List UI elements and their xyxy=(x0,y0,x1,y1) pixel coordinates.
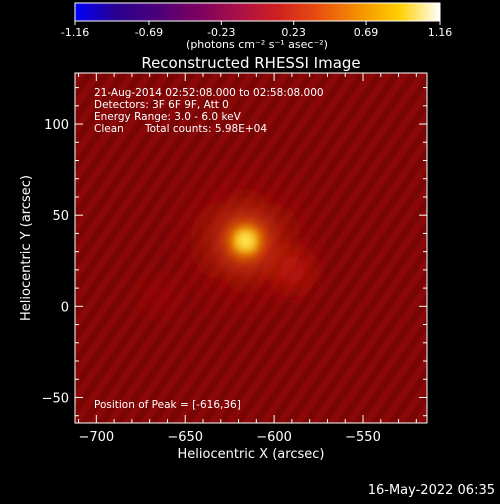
colorbar-tick-label: -1.16 xyxy=(61,26,89,39)
colorbar-tick-label: 0.69 xyxy=(354,26,379,39)
peak-position-label: Position of Peak = [-616,36] xyxy=(94,399,241,411)
colorbar-ticks: -1.16 -0.69 -0.23 0.23 0.69 1.16 xyxy=(61,21,452,39)
x-tick-label: −650 xyxy=(167,430,203,445)
colorbar xyxy=(74,2,441,22)
colorbar-unit-label: (photons cm⁻² s⁻¹ asec⁻²) xyxy=(186,38,328,51)
annotation-time-range: 21-Aug-2014 02:52:08.000 to 02:58:08.000 xyxy=(94,87,324,99)
secondary-source xyxy=(146,284,172,310)
plot-timestamp: 16-May-2022 06:35 xyxy=(368,483,495,498)
colorbar-tick-label: -0.23 xyxy=(207,26,235,39)
x-axis-ticks: −700 −650 −600 −550 xyxy=(78,73,417,445)
x-axis-label: Heliocentric X (arcsec) xyxy=(178,447,325,462)
y-tick-label: 0 xyxy=(61,300,69,315)
heatmap-image xyxy=(75,73,427,423)
secondary-source xyxy=(275,253,308,286)
y-axis-ticks: −50 0 50 100 xyxy=(42,87,427,417)
annotation-total-counts: Total counts: 5.98E+04 xyxy=(144,123,267,135)
y-axis-label: Heliocentric Y (arcsec) xyxy=(19,175,34,321)
x-tick-label: −700 xyxy=(78,430,114,445)
y-tick-label: −50 xyxy=(42,391,69,406)
annotation-algorithm: Clean xyxy=(94,123,124,135)
colorbar-tick-label: -0.69 xyxy=(135,26,163,39)
chart-title: Reconstructed RHESSI Image xyxy=(141,54,360,72)
source-peak-core xyxy=(239,234,252,247)
annotation-detectors: Detectors: 3F 6F 9F, Att 0 xyxy=(94,99,229,111)
plot-frame xyxy=(74,72,428,424)
colorbar-tick-label: 1.16 xyxy=(428,26,453,39)
x-tick-label: −600 xyxy=(256,430,292,445)
annotation-block: 21-Aug-2014 02:52:08.000 to 02:58:08.000… xyxy=(94,87,324,135)
annotation-energy-range: Energy Range: 3.0 - 6.0 keV xyxy=(94,111,242,123)
x-tick-label: −550 xyxy=(345,430,381,445)
y-tick-label: 50 xyxy=(52,209,69,224)
y-tick-label: 100 xyxy=(44,118,69,133)
colorbar-tick-label: 0.23 xyxy=(281,26,306,39)
